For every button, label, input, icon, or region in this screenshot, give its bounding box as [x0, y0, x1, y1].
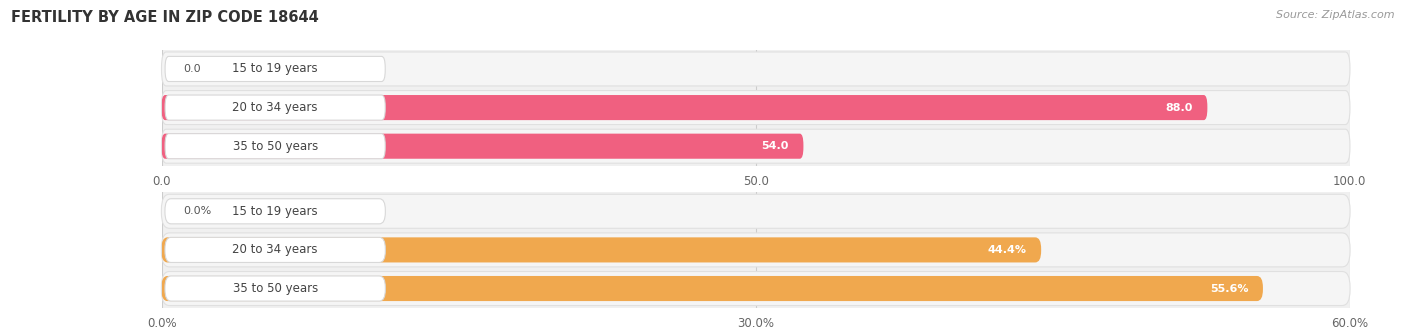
Text: 20 to 34 years: 20 to 34 years [232, 101, 318, 114]
FancyBboxPatch shape [165, 134, 385, 159]
FancyBboxPatch shape [165, 276, 385, 301]
FancyBboxPatch shape [162, 276, 1263, 301]
FancyBboxPatch shape [162, 271, 1350, 306]
FancyBboxPatch shape [162, 194, 1350, 228]
FancyBboxPatch shape [162, 233, 1350, 267]
FancyBboxPatch shape [165, 95, 385, 120]
FancyBboxPatch shape [162, 52, 1350, 86]
FancyBboxPatch shape [162, 129, 1350, 163]
FancyBboxPatch shape [165, 56, 385, 81]
Text: 15 to 19 years: 15 to 19 years [232, 63, 318, 75]
Text: 35 to 50 years: 35 to 50 years [232, 282, 318, 295]
FancyBboxPatch shape [165, 199, 385, 224]
Text: 15 to 19 years: 15 to 19 years [232, 205, 318, 218]
Text: FERTILITY BY AGE IN ZIP CODE 18644: FERTILITY BY AGE IN ZIP CODE 18644 [11, 10, 319, 25]
FancyBboxPatch shape [162, 95, 1208, 120]
Text: 54.0: 54.0 [762, 141, 789, 151]
Text: 44.4%: 44.4% [987, 245, 1026, 255]
FancyBboxPatch shape [162, 237, 1042, 262]
FancyBboxPatch shape [162, 91, 1350, 124]
Text: 35 to 50 years: 35 to 50 years [232, 140, 318, 153]
Text: 20 to 34 years: 20 to 34 years [232, 243, 318, 257]
FancyBboxPatch shape [162, 134, 803, 159]
Text: 0.0: 0.0 [183, 64, 201, 74]
Text: 55.6%: 55.6% [1211, 284, 1249, 294]
Text: Source: ZipAtlas.com: Source: ZipAtlas.com [1277, 10, 1395, 20]
Text: 0.0%: 0.0% [183, 206, 211, 216]
Text: 88.0: 88.0 [1166, 103, 1192, 113]
FancyBboxPatch shape [165, 237, 385, 262]
